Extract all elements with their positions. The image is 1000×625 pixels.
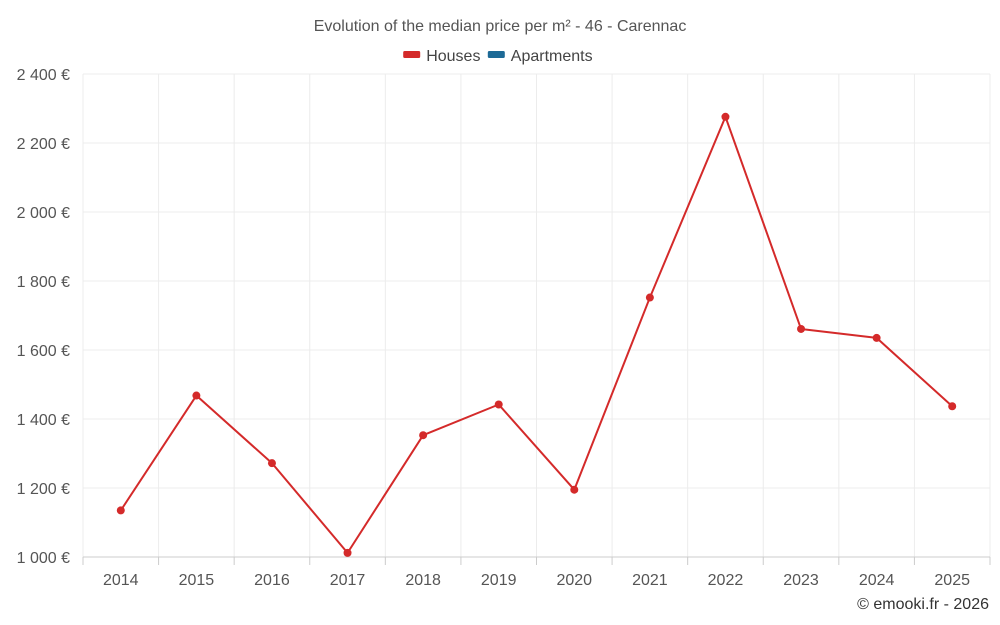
x-tick-label: 2020 (556, 572, 592, 589)
legend-item-houses[interactable]: Houses (403, 48, 480, 65)
legend-swatch (487, 51, 505, 58)
legend: Houses Apartments (403, 48, 593, 65)
legend-item-apartments[interactable]: Apartments (487, 48, 593, 65)
data-point-houses-2021[interactable] (645, 293, 654, 302)
data-point-houses-2017[interactable] (343, 548, 352, 557)
data-point-houses-2019[interactable] (494, 400, 503, 409)
x-axis: 2014 2015 2016 2017 2018 2019 2020 2021 2022 2023… (82, 556, 991, 589)
y-tick-label: 2 400 € (17, 67, 70, 84)
data-point-houses-2020[interactable] (570, 485, 579, 494)
gridlines (82, 73, 991, 558)
y-tick-label: 2 200 € (17, 136, 70, 153)
data-point-houses-2014[interactable] (116, 506, 125, 515)
x-tick-label: 2022 (708, 572, 744, 589)
data-point-houses-2016[interactable] (267, 459, 276, 468)
y-tick-label: 1 400 € (17, 412, 70, 429)
data-point-houses-2018[interactable] (419, 431, 428, 440)
credit-text: © emooki.fr - 2026 (857, 596, 989, 613)
x-tick-label: 2018 (405, 572, 441, 589)
y-tick-label: 1 800 € (17, 274, 70, 291)
y-axis: 1 000 € 1 200 € 1 400 € 1 600 € 1 800 € 2 000… (17, 67, 70, 567)
x-tick-label: 2015 (179, 572, 215, 589)
x-tick-label: 2014 (103, 572, 139, 589)
legend-label: Houses (426, 48, 480, 65)
x-tick-label: 2017 (330, 572, 366, 589)
data-point-houses-2023[interactable] (797, 324, 806, 333)
chart-title: Evolution of the median price per m² - 4… (314, 18, 687, 35)
data-point-houses-2022[interactable] (721, 112, 730, 121)
series-line-houses (119, 115, 953, 554)
x-tick-label: 2023 (783, 572, 819, 589)
y-tick-label: 1 000 € (17, 550, 70, 567)
legend-label: Apartments (511, 48, 593, 65)
x-tick-label: 2021 (632, 572, 668, 589)
series-layer (116, 112, 957, 557)
data-point-houses-2025[interactable] (948, 402, 957, 411)
x-tick-label: 2024 (859, 572, 895, 589)
x-tick-label: 2016 (254, 572, 290, 589)
y-tick-label: 1 600 € (17, 343, 70, 360)
y-tick-label: 2 000 € (17, 205, 70, 222)
y-tick-label: 1 200 € (17, 481, 70, 498)
x-tick-label: 2019 (481, 572, 517, 589)
x-tick-label: 2025 (934, 572, 970, 589)
data-point-houses-2015[interactable] (192, 391, 201, 400)
legend-swatch (403, 51, 421, 58)
data-point-houses-2024[interactable] (872, 333, 881, 342)
